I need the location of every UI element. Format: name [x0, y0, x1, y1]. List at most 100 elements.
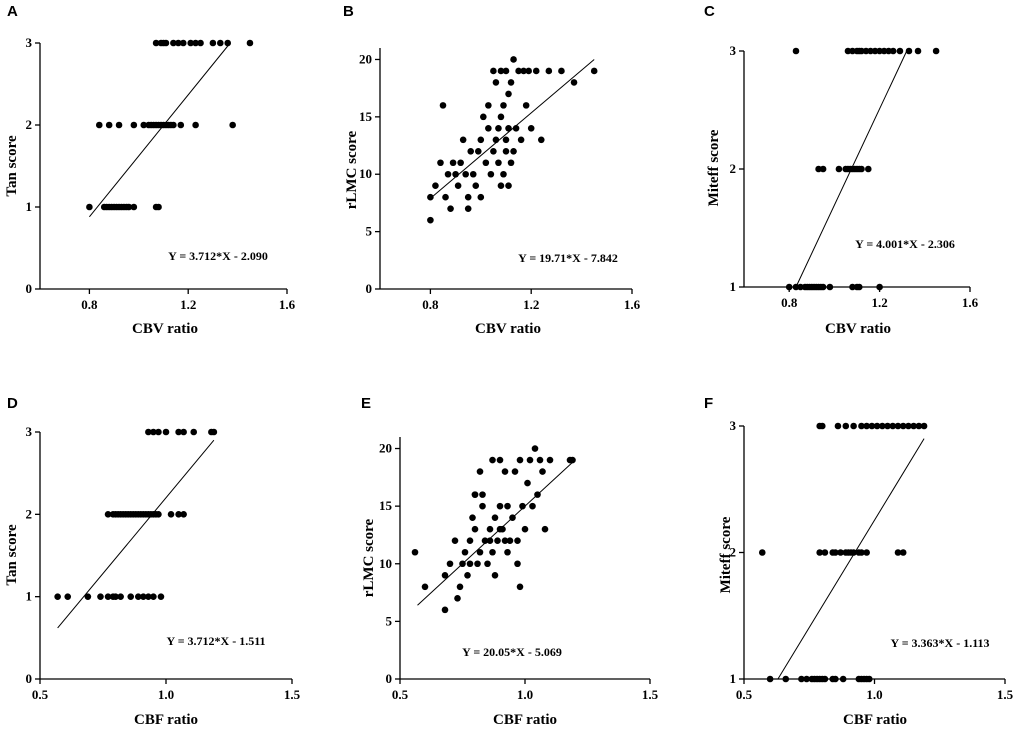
- panel-c-letter: C: [704, 3, 715, 20]
- panel-c-data-point: [889, 47, 897, 55]
- panel-f-data-point: [839, 675, 847, 683]
- panel-f-data-point: [821, 675, 829, 683]
- panel-d-data-point: [167, 511, 175, 518]
- panel-e-data-point: [501, 537, 509, 545]
- panel-b-data-point: [537, 136, 545, 144]
- panel-d-regression-line: [57, 439, 215, 629]
- panel-e-y-tick-label: 10: [379, 556, 392, 571]
- panel-d: D 0.5 1.0 1.5 0 1 2 3 CBF ratio Tan score Y = 3.71…: [4, 395, 301, 728]
- panel-e-data-point: [541, 525, 549, 533]
- panel-d-x-tick-label: 1.5: [284, 687, 301, 702]
- panel-b-data-point: [525, 67, 532, 75]
- panel-e-data-point: [514, 537, 521, 545]
- panel-c: C 0.8 1.2 1.6 1 2 3 CBV ratio Miteff score Y = 4.…: [704, 3, 979, 337]
- panel-b-data-point: [512, 125, 520, 132]
- panel-e-y-axis-title: rLMC score: [361, 518, 377, 597]
- panel-b-data-point: [502, 136, 510, 144]
- panel-d-data-point: [134, 593, 142, 600]
- panel-b-data-point: [439, 102, 447, 109]
- panel-f-data-point: [865, 675, 873, 683]
- panel-c-data-point: [792, 283, 800, 291]
- panel-f-x-axis-title: CBF ratio: [843, 712, 907, 728]
- panel-e-data-point: [471, 525, 479, 533]
- panel-c-data-point: [871, 47, 879, 55]
- panel-b-data-point: [520, 67, 527, 75]
- panel-d-y-tick-label: 1: [26, 589, 33, 604]
- panel-e-data-point: [491, 514, 499, 521]
- panel-b-data-point: [558, 67, 565, 75]
- panel-c-equation: Y = 4.001*X - 2.306: [855, 237, 955, 251]
- panel-b-data-point: [502, 67, 510, 75]
- panel-f-data-point: [832, 549, 839, 556]
- panel-f-y-tick-label: 1: [730, 671, 737, 686]
- panel-b-data-point: [510, 147, 517, 155]
- panel-f-data-point: [915, 422, 923, 430]
- panel-e-equation: Y = 20.05*X - 5.069: [462, 645, 562, 659]
- panel-b-y-axis-title: rLMC score: [344, 130, 360, 209]
- panel-c-x-tick-label: 1.2: [871, 295, 887, 310]
- panel-f-data-point: [894, 422, 902, 430]
- panel-b-x-tick-label: 0.8: [422, 297, 439, 312]
- panel-e-data-point: [514, 560, 521, 568]
- panel-b-data-point: [570, 79, 578, 86]
- panel-d-data-point: [157, 593, 165, 600]
- panel-f-data-point: [821, 549, 829, 556]
- panel-d-data-point: [145, 428, 152, 436]
- panel-f-regression-line: [777, 438, 925, 680]
- panel-f-data-point: [920, 422, 928, 430]
- panel-f-data-point: [905, 422, 912, 430]
- panel-d-x-tick-label: 1.0: [158, 687, 174, 702]
- panel-f-data-point: [910, 422, 917, 430]
- panel-b-data-point: [507, 79, 515, 86]
- panel-e-data-point: [494, 537, 501, 545]
- panel-f-data-point: [758, 549, 766, 556]
- panel-c-data-point: [844, 47, 852, 55]
- panel-e-data-point: [546, 456, 554, 464]
- panel-b-data-point: [505, 182, 512, 190]
- panel-a-data-point: [140, 121, 148, 129]
- panel-d-data-point: [104, 593, 112, 600]
- panel-d-y-tick-label: 2: [26, 506, 33, 521]
- panel-e-data-point: [516, 583, 524, 591]
- panel-a-y-axis-title: Tan score: [4, 135, 20, 197]
- panel-f-letter: F: [704, 395, 713, 412]
- panel-f-data-point: [858, 549, 865, 556]
- panel-e-x-tick-label: 0.5: [392, 687, 409, 702]
- panel-e-data-point: [511, 468, 519, 475]
- panel-c-data-point: [880, 47, 888, 55]
- panel-b-data-point: [442, 193, 449, 201]
- panel-b-data-point: [477, 193, 485, 201]
- panel-d-data-point: [155, 428, 162, 436]
- panel-f: F 0.5 1.0 1.5 1 2 3 CBF ratio Miteff score Y = 3.…: [704, 395, 1014, 728]
- panel-a-y-tick-label: 3: [26, 35, 33, 50]
- panel-c-data-point: [792, 47, 800, 55]
- panel-b-data-point: [497, 67, 505, 75]
- panel-a-data-point: [217, 39, 224, 47]
- panel-e-data-point: [479, 491, 486, 498]
- panel-b-data-point: [437, 159, 444, 167]
- panel-c-data-point: [885, 47, 892, 55]
- panel-d-letter: D: [7, 395, 18, 412]
- panel-b-y-tick-label: 5: [366, 224, 373, 239]
- panel-d-data-point: [190, 428, 198, 436]
- panel-a-data-point: [192, 121, 199, 129]
- panel-e-data-point: [539, 468, 546, 475]
- panel-a-data-point: [246, 39, 254, 47]
- panel-d-data-point: [210, 428, 218, 436]
- panel-e-data-point: [466, 560, 474, 568]
- panel-f-data-point: [832, 675, 839, 683]
- panel-d-data-point: [175, 511, 182, 518]
- panel-e-data-point: [519, 502, 526, 510]
- panel-e-data-point: [504, 548, 511, 556]
- panel-f-data-point: [889, 422, 897, 430]
- panel-f-y-tick-label: 2: [730, 545, 737, 560]
- panel-c-data-point: [815, 165, 822, 173]
- panel-d-data-point: [145, 593, 152, 600]
- panel-b-data-point: [474, 147, 482, 155]
- panel-a-data-point: [152, 39, 160, 47]
- panel-d-data-point: [180, 428, 187, 436]
- panel-f-data-point: [798, 675, 805, 683]
- panel-d-data-point: [54, 593, 61, 600]
- panel-e-data-point: [464, 571, 471, 579]
- panel-c-data-point: [858, 47, 865, 55]
